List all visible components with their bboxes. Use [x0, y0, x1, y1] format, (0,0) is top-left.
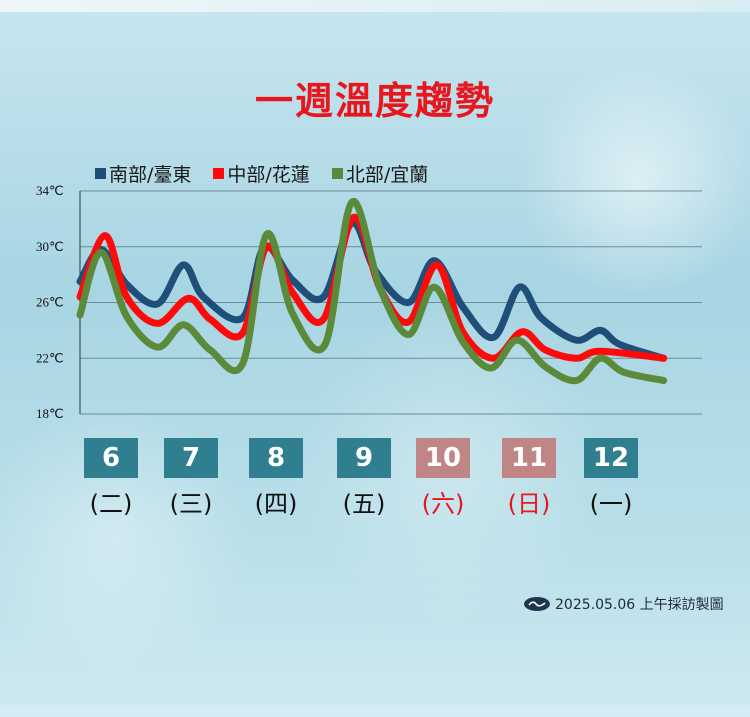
y-tick-label: 30℃: [36, 239, 64, 254]
weekday-label: (一): [589, 490, 633, 518]
y-tick-label: 34℃: [36, 183, 64, 198]
day-box-9: 9: [337, 438, 391, 478]
legend-swatch: [95, 168, 106, 179]
day-box-8: 8: [249, 438, 303, 478]
top-strip: [0, 0, 750, 12]
legend-item-south: 南部/臺東: [95, 160, 191, 187]
weekday-label: (六): [421, 490, 465, 518]
legend-swatch: [213, 168, 225, 179]
day-box-10: 10: [416, 438, 470, 478]
bottom-strip: [0, 705, 750, 717]
y-tick-label: 26℃: [36, 295, 64, 310]
legend-label: 中部/花蓮: [227, 164, 310, 186]
y-tick-label: 22℃: [36, 350, 64, 365]
legend-label: 北部/宜蘭: [345, 164, 429, 186]
footer-credit: 2025.05.06 上午採訪製圖: [524, 594, 724, 614]
day-box-7: 7: [164, 438, 218, 478]
chart-legend: 南部/臺東 中部/花蓮 北部/宜蘭: [95, 160, 428, 187]
day-box-11: 11: [502, 438, 556, 478]
page-title: 一週溫度趨勢: [254, 79, 495, 123]
series-line-north: [76, 198, 668, 385]
weekday-label: (日): [507, 490, 551, 518]
legend-swatch: [331, 168, 343, 179]
weekday-label: (二): [89, 490, 133, 518]
legend-label: 南部/臺東: [109, 164, 192, 186]
day-box-6: 6: [84, 438, 138, 478]
day-box-12: 12: [584, 438, 638, 478]
footer-text: 2025.05.06 上午採訪製圖: [555, 597, 724, 613]
y-tick-label: 18℃: [36, 406, 64, 421]
legend-item-central: 中部/花蓮: [213, 160, 310, 187]
series-line-central: [76, 213, 668, 362]
weekday-label: (五): [342, 490, 386, 518]
weekday-label: (三): [169, 490, 213, 518]
wave-logo-icon: [524, 597, 550, 611]
legend-item-north: 北部/宜蘭: [331, 160, 429, 187]
weekday-label: (四): [254, 490, 298, 518]
